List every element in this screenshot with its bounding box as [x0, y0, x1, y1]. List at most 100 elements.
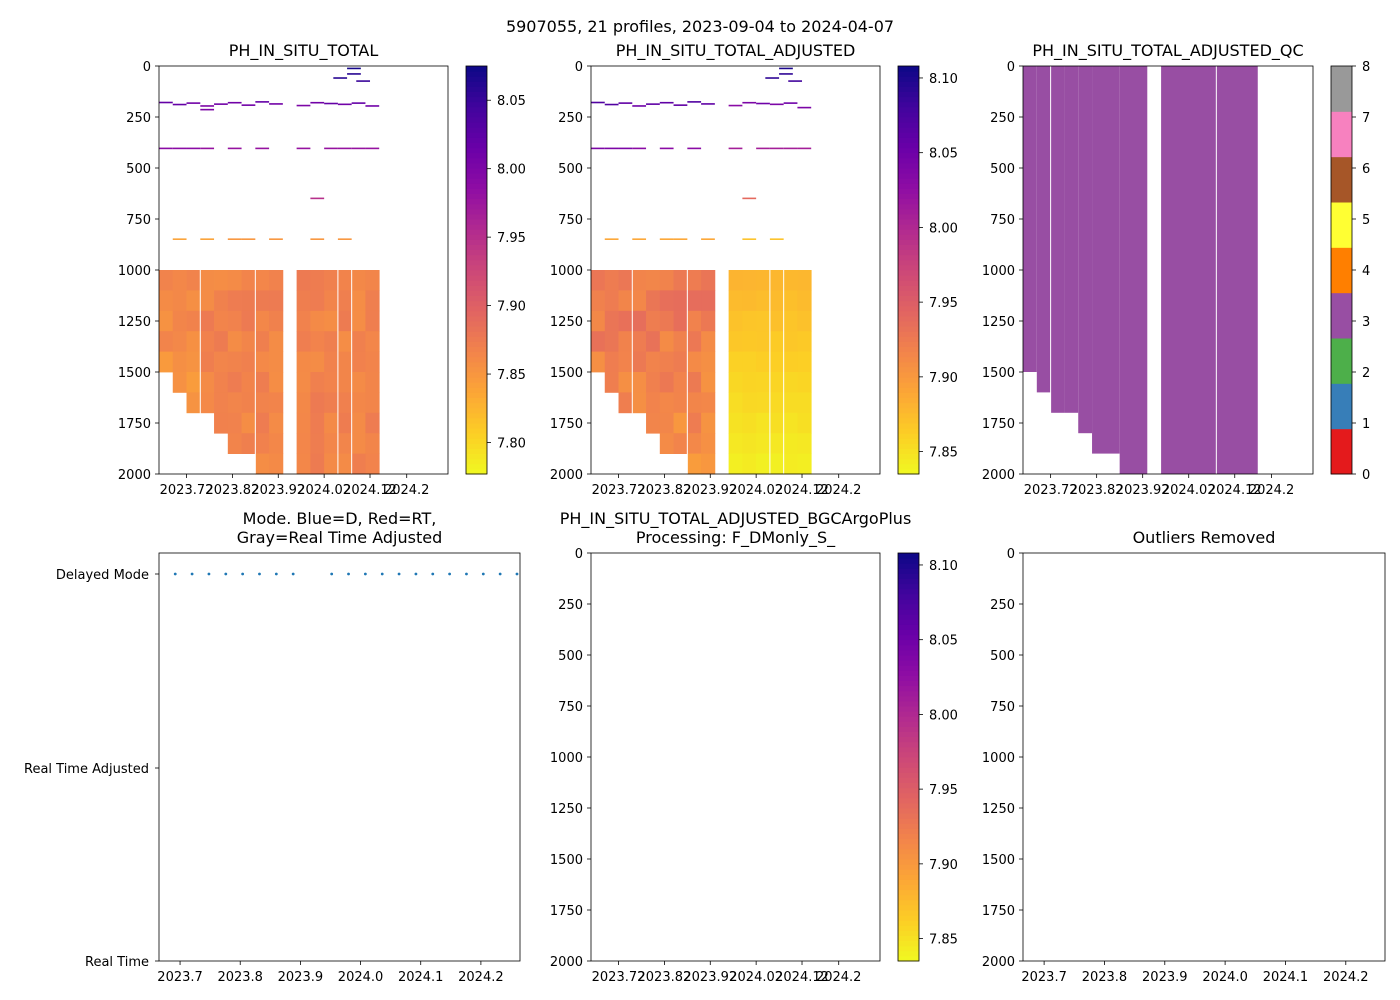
ph-in-situ-total-panel-colorbar-swatch [466, 331, 487, 337]
ph-in-situ-total-panel-shallow-line [186, 147, 201, 150]
ph-adjusted-panel-cell [687, 331, 702, 352]
bgcargoplus-panel-colorbar-swatch [898, 563, 919, 569]
ph-in-situ-total-panel-cell [214, 270, 229, 291]
ph-in-situ-total-panel-shallow-line [347, 73, 361, 75]
ph-adjusted-panel-shallow-line [742, 101, 757, 104]
ph-in-situ-total-panel-ytick-label: 1750 [118, 417, 151, 432]
ph-adjusted-qc-panel-title-line: PH_IN_SITU_TOTAL_ADJUSTED_QC [1032, 41, 1303, 61]
ph-in-situ-total-panel-shallow-line [310, 238, 325, 240]
ph-in-situ-total-panel-ytick-label: 750 [126, 213, 151, 228]
ph-in-situ-total-panel-cell [351, 290, 366, 312]
ph-adjusted-qc-panel-qc-column [1161, 66, 1217, 474]
outliers-removed-panel-ytick-label: 1000 [982, 751, 1015, 766]
ph-adjusted-qc-panel-xtick-label: 2023.92 [1116, 483, 1170, 498]
bgcargoplus-panel-colorbar-swatch [898, 889, 919, 896]
ph-adjusted-qc-panel-qc-column [1064, 66, 1079, 413]
ph-adjusted-panel-shallow-line [783, 102, 798, 104]
ph-in-situ-total-panel-cell [227, 290, 242, 312]
ph-in-situ-total-panel-shallow-line [351, 147, 366, 150]
ph-adjusted-panel-shallow-line [632, 147, 647, 150]
ph-adjusted-panel-shallow-line [659, 147, 674, 150]
ph-in-situ-total-panel-cell [269, 331, 284, 352]
ph-adjusted-panel-cell [659, 270, 674, 291]
ph-adjusted-panel-colorbar-swatch [898, 361, 919, 368]
ph-in-situ-total-panel-colorbar-swatch [466, 346, 487, 353]
mode-panel-mode-point [190, 572, 194, 576]
ph-in-situ-total-panel-shallow-line [159, 101, 173, 104]
mode-panel-mode-point [465, 572, 468, 576]
ph-in-situ-total-panel-colorbar-swatch [466, 382, 487, 388]
ph-in-situ-total-panel-cell [365, 433, 380, 454]
ph-in-situ-total-panel-colorbar-tick-label: 7.85 [497, 368, 526, 383]
ph-in-situ-total-panel-shallow-line [296, 147, 311, 150]
ph-in-situ-total-panel-shallow-line [200, 238, 215, 240]
ph-adjusted-qc-panel-xtick-label: 2024.02 [1162, 483, 1216, 498]
ph-adjusted-panel-cell [783, 270, 798, 291]
ph-adjusted-panel-shallow-line [604, 147, 619, 150]
ph-adjusted-panel-colorbar-swatch [898, 392, 919, 398]
ph-adjusted-panel-cell [659, 310, 674, 332]
mode-panel-title-line: Gray=Real Time Adjusted [237, 528, 443, 547]
figure-suptitle: 5907055, 21 profiles, 2023-09-04 to 2024… [506, 17, 894, 36]
ph-in-situ-total-panel-colorbar-swatch [466, 438, 487, 444]
ph-adjusted-panel-cell [618, 290, 633, 312]
ph-adjusted-panel-cell [769, 453, 785, 475]
ph-in-situ-total-panel-cell [227, 433, 242, 454]
ph-in-situ-total-panel-colorbar-frame [465, 65, 488, 475]
bgcargoplus-panel-ytick-label: 0 [575, 547, 583, 562]
bgcargoplus-panel-colorbar-swatch [898, 553, 919, 559]
bgcargoplus-panel-colorbar-swatch [898, 665, 919, 671]
ph-in-situ-total-panel-cell [310, 270, 325, 291]
ph-adjusted-panel-cell [687, 453, 702, 475]
bgcargoplus-panel-colorbar-swatch [898, 593, 919, 600]
ph-adjusted-panel-cell [728, 290, 743, 312]
ph-adjusted-panel-shallow-line [673, 238, 688, 240]
bgcargoplus-panel-colorbar-swatch [898, 731, 919, 738]
ph-adjusted-panel-cell [604, 351, 619, 373]
bgcargoplus-panel-colorbar-swatch [898, 573, 919, 579]
ph-adjusted-panel-colorbar-swatch [898, 356, 919, 363]
bgcargoplus-panel-colorbar-swatch [898, 639, 919, 646]
bgcargoplus-panel-colorbar-swatch [898, 808, 919, 814]
ph-in-situ-total-panel-cell [310, 433, 325, 454]
ph-adjusted-panel-cell [797, 412, 812, 434]
outliers-removed-panel-ytick-label: 750 [990, 700, 1015, 715]
ph-adjusted-qc-panel-ytick-label: 2000 [982, 468, 1015, 483]
ph-in-situ-total-panel-cell [365, 310, 380, 332]
bgcargoplus-panel-colorbar-swatch [898, 869, 919, 875]
mode-panel-mode-point [431, 572, 435, 576]
ph-in-situ-total-panel-cell [227, 351, 242, 373]
ph-in-situ-total-panel-cell [337, 433, 353, 454]
ph-adjusted-panel-cell [632, 270, 647, 291]
ph-in-situ-total-panel-cell [172, 290, 187, 312]
ph-adjusted-panel-cell [742, 372, 757, 393]
ph-adjusted-qc-panel-xtick-label: 2023.72 [1024, 483, 1078, 498]
bgcargoplus-panel-xtick-label: 2023.92 [683, 970, 737, 985]
ph-adjusted-panel-cell [769, 372, 785, 393]
ph-adjusted-panel-shallow-line [604, 238, 619, 240]
ph-adjusted-panel-cell [728, 270, 743, 291]
ph-adjusted-panel-cell [659, 392, 674, 414]
ph-in-situ-total-panel-cell [365, 412, 380, 434]
ph-adjusted-panel-colorbar-swatch [898, 412, 919, 419]
ph-adjusted-panel-xtick-label: 2024.2 [816, 483, 862, 498]
bgcargoplus-panel-colorbar-swatch [898, 675, 919, 681]
ph-in-situ-total-panel-cell [324, 310, 339, 332]
ph-in-situ-total-panel-cell [351, 351, 366, 373]
bgcargoplus-panel-colorbar-tick-label: 7.90 [929, 858, 958, 873]
ph-adjusted-panel-colorbar-swatch [898, 351, 919, 358]
ph-in-situ-total-panel-colorbar-swatch [466, 198, 487, 205]
ph-in-situ-total-panel-cell [351, 270, 366, 291]
ph-in-situ-total-panel-cell [255, 453, 270, 475]
outliers-removed-panel-xtick-label: 2024.1 [1263, 970, 1309, 985]
ph-in-situ-total-panel-colorbar-swatch [466, 356, 487, 363]
ph-adjusted-panel-cell [701, 310, 716, 332]
ph-adjusted-panel-shallow-line [591, 101, 605, 104]
ph-adjusted-panel-cell [632, 310, 647, 332]
ph-adjusted-panel-shallow-line [742, 238, 757, 240]
ph-in-situ-total-panel-shallow-line [241, 238, 256, 240]
ph-adjusted-panel-colorbar-swatch [898, 397, 919, 404]
ph-in-situ-total-panel-colorbar-swatch [466, 81, 487, 87]
ph-in-situ-total-panel-colorbar-swatch [466, 203, 487, 210]
ph-in-situ-total-panel-colorbar-swatch [466, 366, 487, 373]
